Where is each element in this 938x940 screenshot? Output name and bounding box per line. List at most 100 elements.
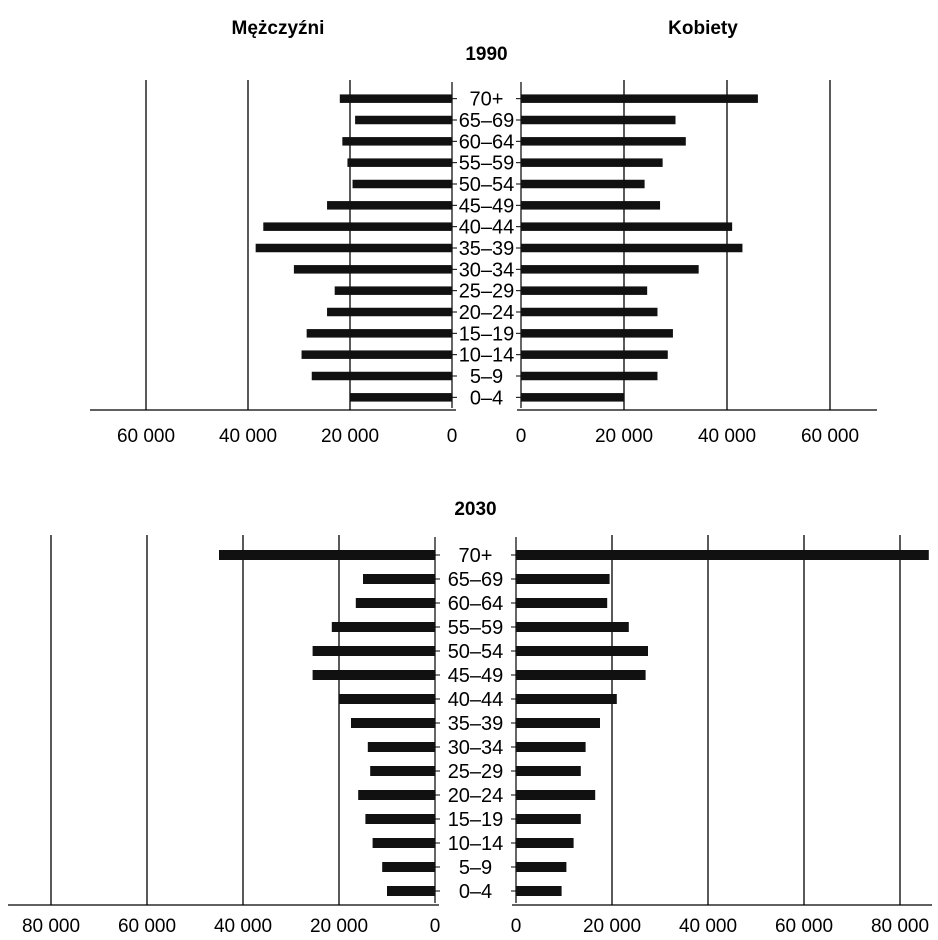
age-group-label: 45–49 — [448, 665, 504, 687]
women-bar — [516, 862, 567, 872]
women-tick-label: 40 000 — [698, 426, 756, 447]
women-bar — [521, 350, 668, 359]
women-bar — [516, 790, 596, 800]
men-tick-label: 60 000 — [118, 916, 176, 937]
men-bar — [347, 158, 452, 167]
women-bar — [521, 371, 658, 381]
men-bar — [312, 670, 435, 680]
age-group-label: 60–64 — [448, 593, 504, 615]
legend-women-label: Kobiety — [668, 18, 738, 39]
legend-men-label: Mężczyźni — [232, 18, 325, 39]
women-bar — [516, 670, 646, 680]
age-group-label: 65–69 — [459, 110, 515, 132]
women-bar — [516, 550, 929, 560]
women-tick-label: 0 — [511, 916, 522, 937]
men-tick-label: 0 — [447, 426, 458, 447]
women-bar — [521, 329, 673, 338]
men-bar — [355, 115, 452, 125]
women-tick-label: 20 000 — [583, 916, 641, 937]
age-group-label: 70+ — [470, 89, 504, 111]
women-bar — [516, 814, 581, 824]
age-group-label: 40–44 — [448, 689, 504, 711]
men-tick-label: 0 — [430, 916, 441, 937]
women-bar — [521, 286, 648, 295]
panel-1990: 1990 60 000 40 000 20 000 0 0 20 000 40 000 60 0… — [90, 44, 877, 447]
men-bar — [363, 574, 435, 584]
men-bar — [327, 307, 452, 317]
women-bar — [521, 265, 699, 274]
age-group-label: 15–19 — [448, 809, 504, 831]
men-tick-label: 40 000 — [219, 426, 277, 447]
women-bar — [521, 307, 658, 317]
women-bar — [521, 222, 733, 231]
women-bar — [521, 94, 758, 103]
men-bar — [370, 766, 435, 776]
men-bar — [327, 201, 452, 210]
age-group-label: 35–39 — [459, 238, 515, 260]
age-group-label: 55–59 — [459, 153, 515, 175]
men-bar — [311, 371, 452, 381]
age-group-label: 40–44 — [459, 217, 515, 239]
age-group-label: 55–59 — [448, 617, 504, 639]
panel-year-label: 2030 — [454, 499, 496, 520]
men-bar — [301, 350, 452, 359]
men-bar — [352, 179, 452, 189]
women-tick-label: 60 000 — [775, 916, 833, 937]
women-bar — [521, 115, 676, 125]
women-bar — [521, 201, 661, 210]
age-group-label: 30–34 — [448, 737, 504, 759]
age-group-label: 5–9 — [459, 857, 492, 879]
men-bar — [387, 886, 435, 896]
men-bar — [339, 694, 435, 704]
men-bar — [342, 137, 452, 146]
women-bar — [516, 694, 617, 704]
age-group-label: 10–14 — [448, 833, 504, 855]
women-bar — [516, 622, 629, 632]
women-bar — [516, 646, 648, 656]
women-bar — [521, 158, 663, 167]
age-group-label: 50–54 — [448, 641, 504, 663]
men-bar — [255, 243, 452, 253]
women-bar — [521, 179, 645, 189]
women-bar — [516, 886, 562, 896]
age-group-label: 70+ — [459, 545, 493, 567]
women-bar — [521, 243, 743, 253]
women-tick-label: 0 — [516, 426, 527, 447]
panel-year-label: 1990 — [465, 44, 507, 65]
men-bar — [358, 790, 435, 800]
men-bar — [331, 622, 435, 632]
men-bar — [365, 814, 435, 824]
women-tick-label: 80 000 — [871, 916, 929, 937]
age-group-label: 45–49 — [459, 195, 515, 217]
men-bar — [382, 862, 435, 872]
age-group-label: 35–39 — [448, 713, 504, 735]
men-bar — [263, 222, 452, 231]
women-bar — [516, 766, 581, 776]
age-group-label: 20–24 — [448, 785, 504, 807]
men-bar — [219, 550, 435, 560]
age-group-label: 0–4 — [459, 881, 492, 903]
men-bar — [306, 329, 452, 338]
age-group-label: 30–34 — [459, 259, 515, 281]
women-bar — [516, 838, 574, 848]
men-bar — [355, 598, 435, 608]
men-bar — [372, 838, 435, 848]
men-bar — [367, 742, 435, 752]
panel-2030: 2030 80 000 60 000 40 000 20 000 0 0 20 000 40 0… — [8, 499, 932, 937]
men-bar — [334, 286, 452, 295]
women-bar — [516, 574, 610, 584]
age-group-label: 20–24 — [459, 302, 515, 324]
men-bar — [351, 718, 435, 728]
age-group-label: 25–29 — [459, 281, 515, 303]
women-bar — [516, 718, 600, 728]
women-tick-label: 60 000 — [801, 426, 859, 447]
age-group-label: 5–9 — [470, 366, 503, 388]
age-group-label: 15–19 — [459, 323, 515, 345]
women-bar — [516, 742, 586, 752]
women-tick-label: 20 000 — [595, 426, 653, 447]
men-tick-label: 20 000 — [310, 916, 368, 937]
age-group-label: 10–14 — [459, 345, 515, 367]
pyramid-panels: 1990 60 000 40 000 20 000 0 0 20 000 40 000 60 0… — [8, 44, 932, 937]
age-group-label: 50–54 — [459, 174, 515, 196]
